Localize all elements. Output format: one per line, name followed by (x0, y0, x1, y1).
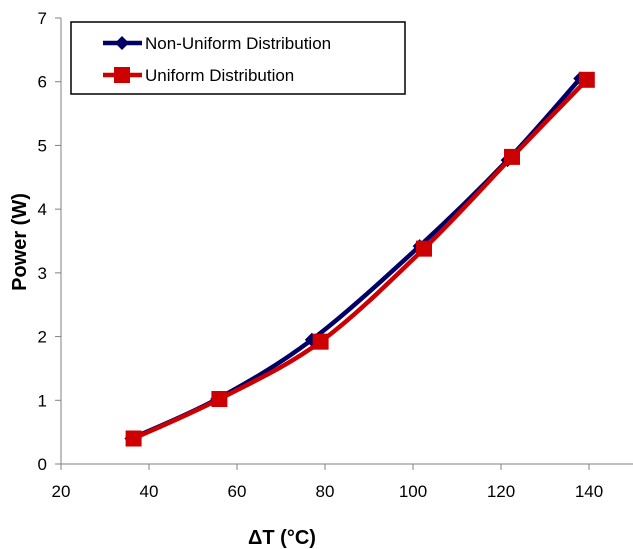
tick-labels: 0 1 2 3 4 5 6 7 20 40 60 80 100 120 140 (38, 9, 604, 501)
y-tick-label: 4 (38, 200, 47, 219)
data-point (578, 71, 595, 88)
x-tick-label: 100 (399, 482, 427, 501)
series-0 (124, 71, 588, 446)
series-line (131, 77, 590, 441)
x-axis-title: ΔT (°C) (248, 527, 316, 549)
legend-label: Uniform Distribution (145, 66, 294, 85)
data-point (504, 148, 520, 165)
legend-swatch-marker (114, 67, 130, 83)
data-point (416, 240, 432, 257)
y-tick-label: 2 (38, 328, 47, 347)
legend-swatch-marker (115, 36, 129, 50)
y-tick-label: 5 (38, 136, 47, 155)
data-point (125, 430, 142, 447)
x-tick-label: 120 (487, 482, 515, 501)
legend-items: Non-Uniform Distribution Uniform Distribu… (103, 34, 331, 85)
legend-item: Uniform Distribution (103, 66, 294, 85)
x-tick-label: 20 (52, 482, 71, 501)
y-tick-label: 0 (38, 455, 47, 474)
y-tick-label: 3 (38, 264, 47, 283)
data-point (211, 391, 228, 408)
legend-label: Non-Uniform Distribution (145, 34, 331, 53)
x-tick-label: 80 (316, 482, 335, 501)
y-tick-label: 7 (38, 9, 47, 28)
x-tick-label: 140 (575, 482, 603, 501)
y-axis-title: Power (W) (9, 193, 31, 291)
axes (55, 17, 633, 470)
series-line (129, 76, 583, 441)
series-1 (125, 71, 595, 447)
legend: Non-Uniform Distribution Uniform Distribu… (70, 21, 406, 95)
x-tick-label: 40 (140, 482, 159, 501)
y-tick-label: 1 (38, 391, 47, 410)
legend-item: Non-Uniform Distribution (103, 34, 331, 53)
data-point (312, 333, 329, 350)
x-tick-label: 60 (228, 482, 247, 501)
series-layer (124, 71, 595, 447)
y-tick-label: 6 (38, 73, 47, 92)
